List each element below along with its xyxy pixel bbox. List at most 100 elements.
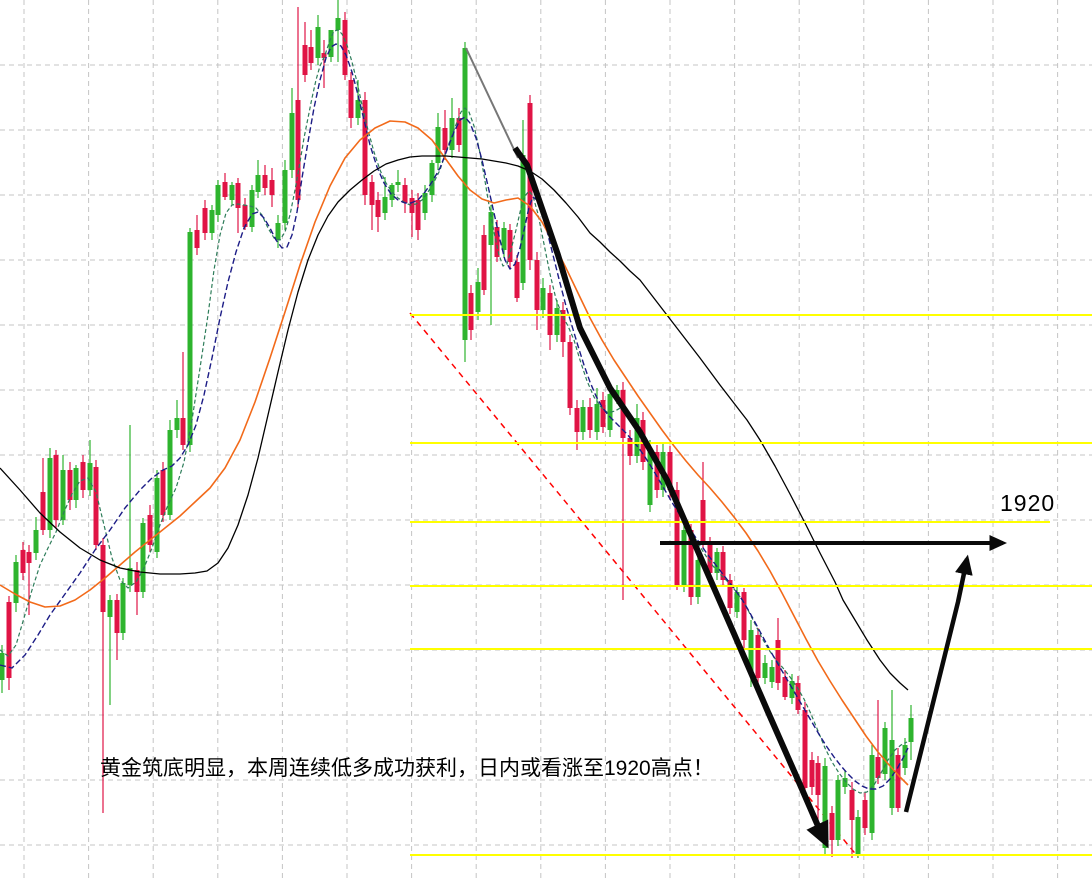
candle-down: [415, 200, 421, 230]
candle-up: [822, 766, 828, 848]
candle-up: [167, 430, 173, 515]
candle-down: [755, 635, 761, 678]
candle-up: [140, 523, 146, 592]
candle-up: [769, 667, 775, 682]
candle-down: [456, 118, 462, 145]
candle-up: [229, 185, 235, 200]
ma-slow-line: [0, 120, 909, 786]
candle-up: [908, 718, 914, 742]
candle-down: [514, 262, 520, 298]
candle-up: [107, 600, 113, 617]
support-resistance-lines: [410, 314, 1092, 856]
candle-down: [720, 552, 726, 580]
candle-down: [567, 342, 573, 408]
candle-up: [842, 778, 848, 787]
candle-up: [540, 288, 546, 310]
candle-down: [262, 175, 268, 188]
candle-up: [275, 223, 281, 240]
candle-down: [481, 235, 487, 290]
candle-down: [494, 227, 500, 257]
candle-up: [902, 745, 908, 768]
candle-up: [209, 210, 215, 233]
candle-down: [242, 205, 248, 227]
candle-up: [249, 190, 255, 227]
candle-down: [468, 293, 474, 330]
gray-trendline-segment: [465, 47, 519, 159]
candle-up: [282, 170, 288, 223]
candle-up: [60, 470, 66, 520]
candle-up: [855, 817, 861, 855]
candle-up: [382, 197, 388, 213]
up-forecast-arrow[interactable]: [903, 554, 973, 813]
candle-up: [475, 282, 481, 312]
candle-down: [93, 467, 99, 545]
candle-down: [815, 763, 821, 795]
candle-down: [26, 552, 32, 563]
candle-down: [741, 592, 747, 640]
candle-up: [335, 18, 341, 30]
candle-up: [554, 308, 560, 335]
candle-up: [174, 418, 180, 430]
candle-up: [789, 681, 795, 698]
candle-down: [782, 677, 788, 697]
candle-down: [295, 100, 301, 200]
candle-down: [342, 20, 348, 75]
commentary-text: 黄金筑底明显，本周连续低多成功获利，日内或看涨至1920高点！: [100, 757, 714, 780]
candle-down: [507, 230, 513, 262]
price-target-label: 1920: [1000, 490, 1056, 516]
candle-down: [53, 455, 59, 520]
candle-up: [422, 193, 428, 213]
candle-down: [302, 45, 308, 75]
candle-up: [695, 560, 701, 597]
candle-down: [895, 755, 901, 808]
candle-down: [875, 757, 881, 778]
candle-down: [40, 492, 46, 530]
candle-up: [734, 592, 740, 612]
candle-up: [889, 740, 895, 808]
candle-down: [587, 407, 593, 430]
candle-down: [795, 683, 801, 710]
ma-fast-line: [0, 29, 908, 794]
candle-up: [520, 155, 526, 283]
down-impulse-arrow[interactable]: [512, 146, 829, 849]
candle-down: [6, 602, 12, 678]
candle-down: [802, 710, 808, 788]
candle-down: [620, 390, 626, 438]
candle-down: [180, 418, 186, 445]
candle-up: [33, 530, 39, 553]
candle-down: [80, 462, 86, 490]
candle-up: [13, 562, 19, 603]
candle-up: [187, 232, 193, 445]
candle-up: [501, 228, 507, 250]
candle-up: [328, 30, 334, 57]
candle-up: [714, 552, 720, 573]
candle-up: [215, 185, 221, 215]
candle-down: [375, 200, 381, 217]
candle-down: [560, 310, 566, 342]
candle-up: [748, 630, 754, 672]
candle-down: [674, 490, 680, 585]
candle-up: [462, 48, 468, 340]
candle-up: [869, 755, 875, 833]
candle-down: [627, 438, 633, 456]
candle-up: [0, 653, 5, 680]
candle-up: [355, 100, 361, 118]
candle-down: [308, 47, 314, 63]
candle-up: [73, 468, 79, 500]
candle-up: [449, 118, 455, 150]
candle-up: [120, 583, 126, 633]
candle-down: [600, 400, 606, 427]
candle-down: [574, 408, 580, 432]
candle-down: [147, 515, 153, 545]
candle-up: [255, 175, 261, 192]
candle-down: [20, 550, 26, 573]
candlesticks: [0, 0, 914, 858]
candle-down: [160, 470, 166, 515]
candle-up: [882, 728, 888, 774]
candle-down: [321, 53, 327, 58]
candle-up: [634, 418, 640, 456]
candle-up: [488, 212, 494, 245]
candle-up: [315, 27, 321, 58]
candle-down: [688, 530, 694, 597]
